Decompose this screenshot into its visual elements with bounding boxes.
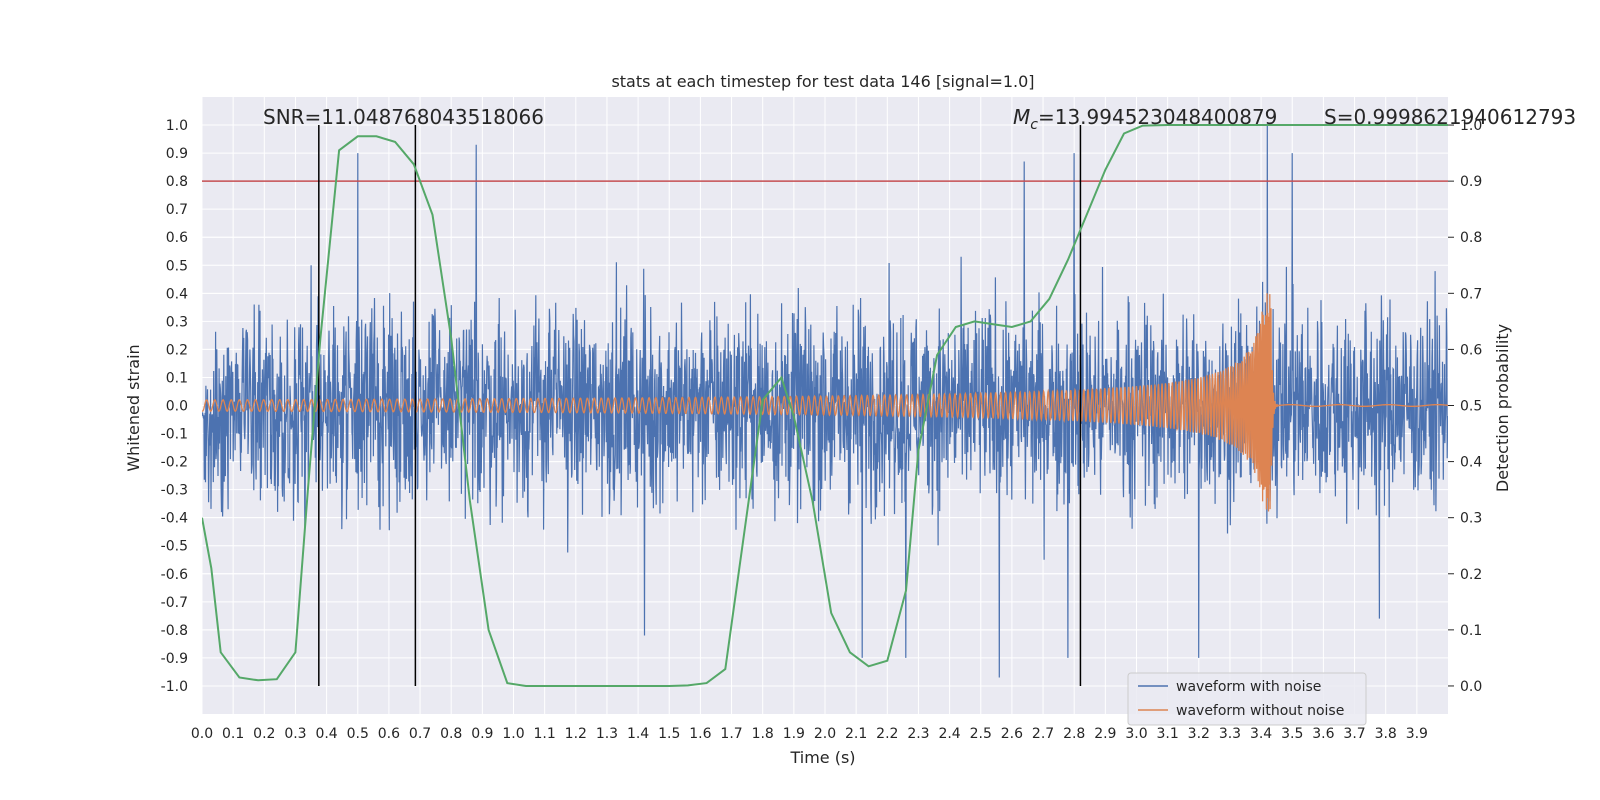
- y-tick-label: -0.6: [161, 567, 188, 583]
- y2-tick-label: 0.6: [1460, 342, 1482, 358]
- y-tick-label: 0.6: [166, 230, 188, 246]
- chirp-mass-annotation: Mc=13.994523048400879: [1013, 105, 1277, 133]
- x-tick-label: 3.5: [1281, 726, 1303, 742]
- x-tick-label: 1.2: [565, 726, 587, 742]
- y2-tick-label: 0.1: [1460, 623, 1482, 639]
- chirp-mass-value: =13.994523048400879: [1038, 105, 1277, 129]
- x-tick-label: 2.9: [1094, 726, 1116, 742]
- y-tick-label: 0.5: [166, 258, 188, 274]
- y2-axis-label: Detection probability: [1493, 324, 1512, 492]
- x-tick-label: 2.8: [1063, 726, 1085, 742]
- series-waveform-with-noise: [202, 124, 1448, 678]
- x-tick-label: 2.2: [876, 726, 898, 742]
- x-tick-label: 3.9: [1406, 726, 1428, 742]
- chirp-mass-symbol: M: [1013, 105, 1030, 129]
- chart-title: stats at each timestep for test data 146…: [611, 72, 1034, 91]
- x-tick-label: 1.4: [627, 726, 649, 742]
- y-tick-label: 0.7: [166, 202, 188, 218]
- x-tick-label: 0.8: [440, 726, 462, 742]
- snr-annotation: SNR=11.048768043518066: [263, 105, 544, 129]
- y-tick-label: 0.2: [166, 342, 188, 358]
- x-tick-label: 1.0: [502, 726, 524, 742]
- x-tick-label: 1.9: [783, 726, 805, 742]
- x-tick-label: 0.5: [347, 726, 369, 742]
- x-tick-label: 1.1: [534, 726, 556, 742]
- x-tick-label: 0.6: [378, 726, 400, 742]
- x-tick-label: 0.0: [191, 726, 213, 742]
- x-tick-label: 0.1: [222, 726, 244, 742]
- x-tick-label: 2.3: [907, 726, 929, 742]
- y2-tick-label: 0.5: [1460, 399, 1482, 415]
- y-tick-label: -0.4: [161, 511, 188, 527]
- x-tick-label: 3.7: [1343, 726, 1365, 742]
- x-tick-label: 0.4: [315, 726, 337, 742]
- y2-tick-label: 1.0: [1460, 118, 1482, 134]
- data-layer: [202, 124, 1448, 687]
- x-tick-label: 0.9: [471, 726, 493, 742]
- legend-entry-clean: waveform without noise: [1176, 703, 1344, 719]
- y-axis-label: Whitened strain: [124, 344, 143, 471]
- legend-entry-noise: waveform with noise: [1176, 679, 1321, 695]
- x-tick-label: 0.3: [284, 726, 306, 742]
- y2-tick-label: 0.4: [1460, 455, 1482, 471]
- x-tick-label: 3.1: [1157, 726, 1179, 742]
- x-tick-label: 2.0: [814, 726, 836, 742]
- y-tick-label: 0.0: [166, 399, 188, 415]
- x-tick-label: 1.3: [596, 726, 618, 742]
- y2-tick-label: 0.3: [1460, 511, 1482, 527]
- x-tick-label: 3.3: [1219, 726, 1241, 742]
- y2-tick-label: 0.7: [1460, 286, 1482, 302]
- y2-tick-label: 0.2: [1460, 567, 1482, 583]
- x-tick-label: 0.2: [253, 726, 275, 742]
- y-tick-label: -0.7: [161, 595, 188, 611]
- x-tick-label: 1.8: [752, 726, 774, 742]
- x-tick-label: 3.6: [1312, 726, 1334, 742]
- x-tick-label: 1.7: [720, 726, 742, 742]
- s-annotation: S=0.9998621940612793: [1324, 105, 1576, 129]
- y-tick-label: -0.2: [161, 455, 188, 471]
- x-tick-label: 0.7: [409, 726, 431, 742]
- series-detection-probability: [202, 124, 1448, 687]
- x-tick-label: 1.5: [658, 726, 680, 742]
- x-tick-label: 3.0: [1125, 726, 1147, 742]
- y-tick-label: -0.8: [161, 623, 188, 639]
- x-tick-label: 2.6: [1001, 726, 1023, 742]
- y-tick-label: 1.0: [166, 118, 188, 134]
- y-tick-label: -0.1: [161, 427, 188, 443]
- vertical-markers: [318, 125, 1082, 686]
- ticks: 0.0 0.1 0.2 0.3 0.4 0.5 0.6 0.7 0.8 0.9 1.0 1.1 1.2 1…: [161, 118, 1483, 742]
- y-tick-label: 0.3: [166, 314, 188, 330]
- y-tick-label: 0.4: [166, 286, 188, 302]
- y2-tick-label: 0.0: [1460, 679, 1482, 695]
- legend-box: [1127, 672, 1367, 726]
- y2-tick-label: 0.9: [1460, 174, 1482, 190]
- x-tick-label: 2.7: [1032, 726, 1054, 742]
- x-tick-label: 1.6: [689, 726, 711, 742]
- y-tick-label: 0.9: [166, 146, 188, 162]
- legend: waveform with noise waveform without noi…: [1127, 672, 1367, 726]
- x-tick-label: 3.8: [1375, 726, 1397, 742]
- x-tick-label: 2.1: [845, 726, 867, 742]
- y-tick-label: -0.3: [161, 483, 188, 499]
- y-tick-label: 0.8: [166, 174, 188, 190]
- y-tick-label: -0.5: [161, 539, 188, 555]
- y-tick-label: -1.0: [161, 679, 188, 695]
- y2-tick-label: 0.8: [1460, 230, 1482, 246]
- x-tick-label: 2.5: [970, 726, 992, 742]
- x-axis-label: Time (s): [789, 748, 855, 767]
- chirp-mass-subscript: c: [1030, 117, 1038, 133]
- y-tick-label: -0.9: [161, 651, 188, 667]
- x-tick-label: 3.4: [1250, 726, 1272, 742]
- x-tick-label: 3.2: [1188, 726, 1210, 742]
- x-tick-label: 2.4: [938, 726, 960, 742]
- y-tick-label: 0.1: [166, 370, 188, 386]
- series-waveform-without-noise: [202, 293, 1448, 512]
